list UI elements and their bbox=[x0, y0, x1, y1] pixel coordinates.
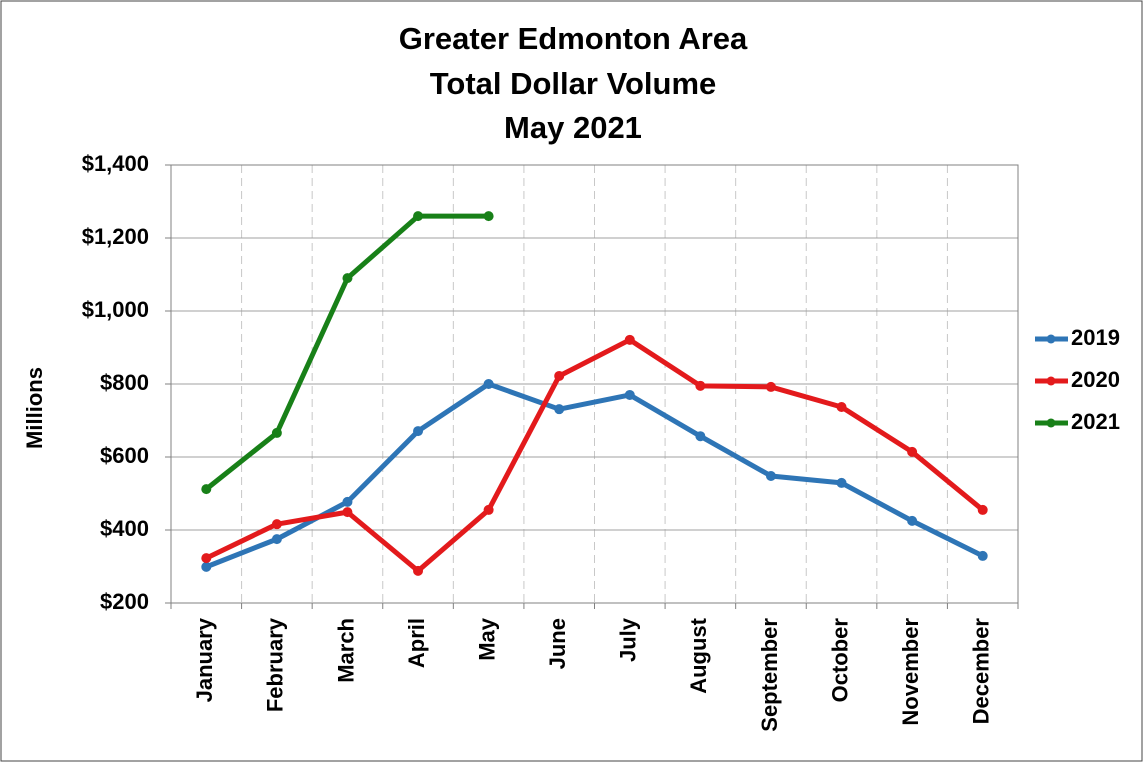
legend-marker bbox=[1046, 418, 1056, 428]
x-tick-label: July bbox=[616, 617, 641, 662]
series-line bbox=[205, 381, 984, 570]
data-point bbox=[413, 426, 424, 437]
x-tick-label: June bbox=[545, 618, 570, 669]
data-point bbox=[271, 427, 282, 438]
data-point bbox=[977, 504, 988, 515]
data-point bbox=[765, 381, 776, 392]
data-point bbox=[201, 484, 212, 495]
x-tick-label: October bbox=[827, 618, 852, 703]
x-tick-label: March bbox=[333, 618, 358, 683]
data-point bbox=[554, 404, 565, 415]
data-point bbox=[624, 389, 635, 400]
y-tick-label: $400 bbox=[100, 516, 149, 541]
y-tick-label: $1,000 bbox=[82, 297, 149, 322]
x-tick-label: November bbox=[898, 618, 923, 726]
data-point bbox=[271, 534, 282, 545]
x-tick-label: December bbox=[969, 618, 994, 725]
x-tick-label: February bbox=[263, 617, 288, 712]
data-point bbox=[271, 519, 282, 530]
y-axis-label: Millions bbox=[22, 367, 47, 449]
legend-label: 2020 bbox=[1071, 367, 1120, 392]
data-point bbox=[695, 431, 706, 442]
data-point bbox=[977, 550, 988, 561]
data-point bbox=[342, 507, 353, 518]
chart-title: Greater Edmonton Area bbox=[399, 21, 748, 56]
legend-marker bbox=[1046, 376, 1056, 386]
data-point bbox=[554, 370, 565, 381]
data-point bbox=[624, 334, 635, 345]
data-point bbox=[413, 565, 424, 576]
data-point bbox=[342, 496, 353, 507]
y-tick-label: $1,200 bbox=[82, 224, 149, 249]
chart-title: May 2021 bbox=[504, 110, 642, 145]
legend-label: 2019 bbox=[1071, 325, 1120, 350]
x-tick-label: January bbox=[192, 617, 217, 702]
data-point bbox=[765, 470, 776, 481]
data-point bbox=[201, 561, 212, 572]
data-point bbox=[342, 273, 353, 284]
x-tick-label: September bbox=[757, 618, 782, 732]
legend-marker bbox=[1046, 334, 1056, 344]
y-tick-label: $1,400 bbox=[82, 151, 149, 176]
data-point bbox=[695, 380, 706, 391]
data-point bbox=[907, 446, 918, 457]
x-tick-label: August bbox=[686, 617, 711, 693]
data-point bbox=[836, 477, 847, 488]
x-tick-label: April bbox=[404, 618, 429, 668]
y-tick-label: $600 bbox=[100, 443, 149, 468]
data-point bbox=[413, 211, 424, 222]
y-tick-label: $800 bbox=[100, 370, 149, 395]
chart-title: Total Dollar Volume bbox=[430, 66, 717, 101]
data-point bbox=[907, 515, 918, 526]
y-tick-label: $200 bbox=[100, 589, 149, 614]
series-line bbox=[205, 337, 985, 574]
data-point bbox=[836, 401, 847, 412]
data-point bbox=[483, 211, 494, 222]
data-point bbox=[483, 504, 494, 515]
data-point bbox=[201, 553, 212, 564]
legend-label: 2021 bbox=[1071, 409, 1120, 434]
data-point bbox=[483, 379, 494, 389]
x-tick-label: May bbox=[474, 617, 499, 661]
